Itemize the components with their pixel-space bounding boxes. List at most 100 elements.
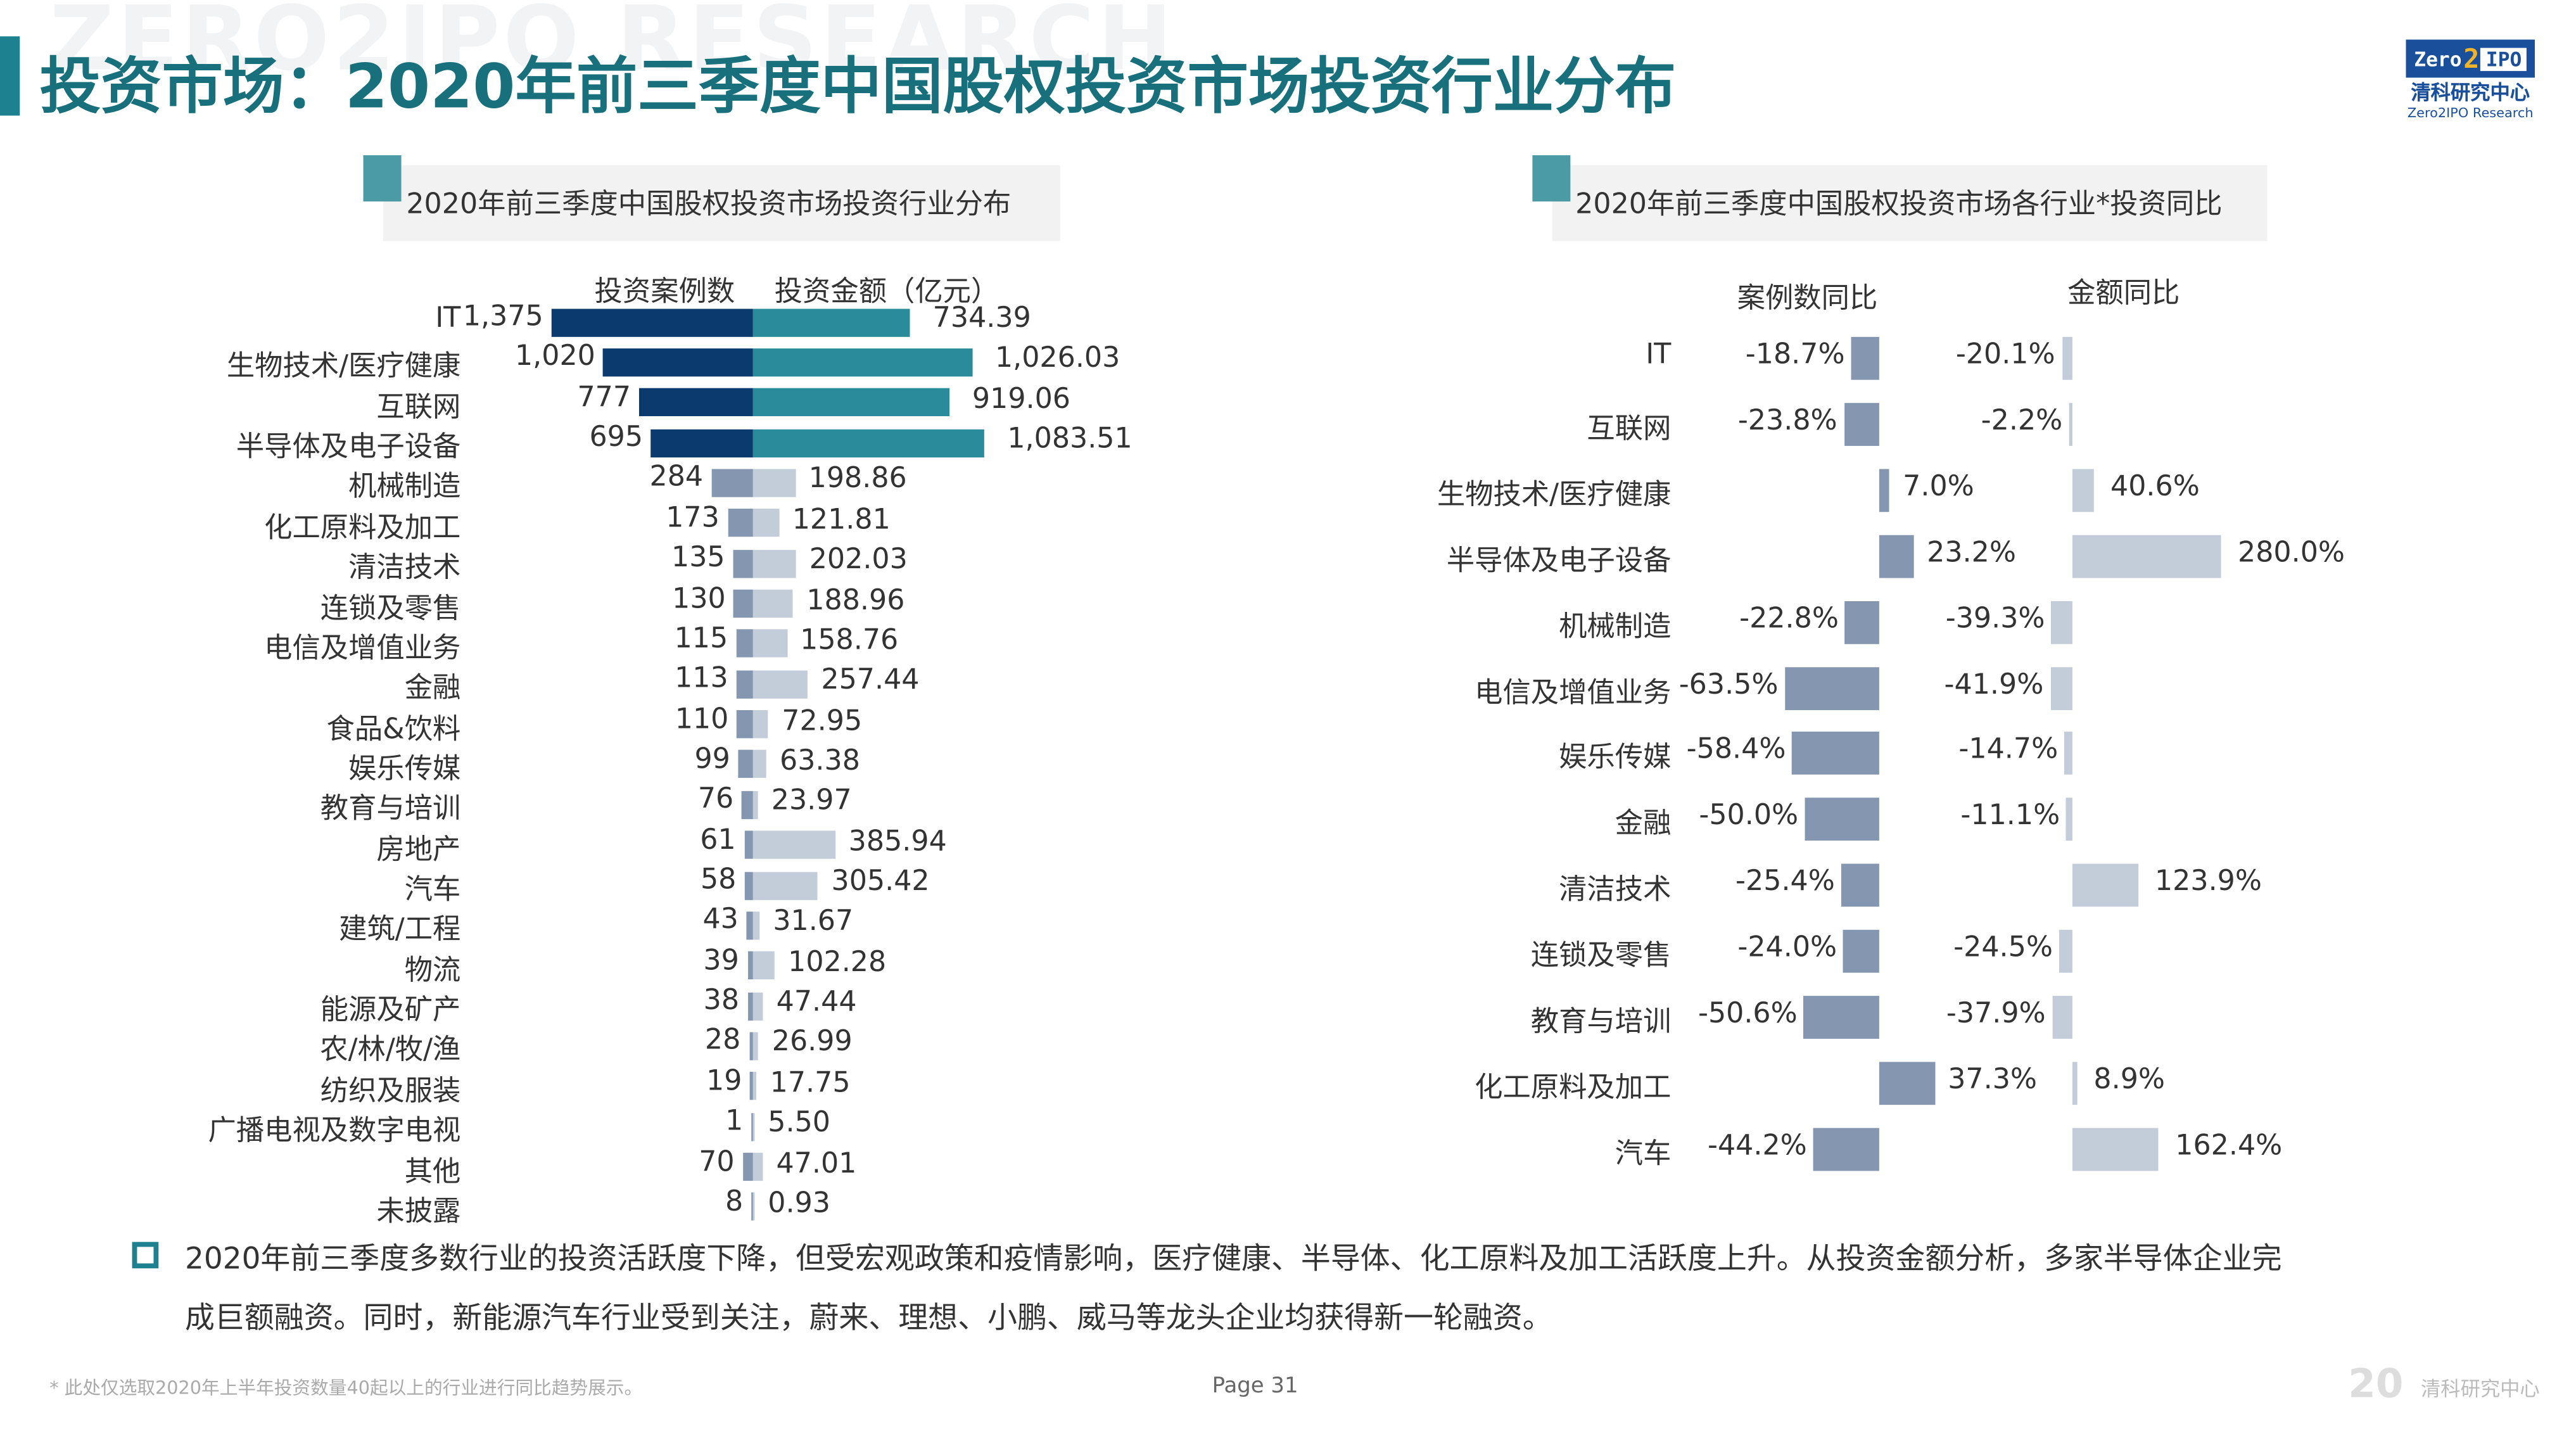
count-yoy-label: 37.3% [1948, 1063, 2038, 1097]
amount-bar [752, 549, 796, 578]
amount-yoy-bar [2072, 468, 2094, 512]
count-yoy-label: -23.8% [1737, 404, 1837, 438]
count-bar [639, 388, 753, 417]
right-chart-title: 2020年前三季度中国股权投资市场各行业*投资同比 [1552, 165, 2268, 241]
category-label: 互联网 [1587, 412, 1672, 446]
amount-bar [752, 871, 818, 900]
category-label: 能源及矿产 [320, 994, 461, 1027]
category-label: 建筑/工程 [339, 913, 461, 947]
count-bar [737, 710, 753, 739]
amount-label: 47.44 [776, 986, 857, 1019]
count-yoy-bar [1879, 468, 1890, 512]
amount-bar [752, 830, 835, 860]
amount-yoy-bar [2064, 732, 2072, 775]
category-label: IT [435, 302, 461, 336]
count-bar [651, 428, 753, 457]
count-label: 38 [703, 984, 740, 1018]
category-label: 连锁及零售 [320, 592, 461, 625]
anniversary-logo: 20 [2348, 1361, 2404, 1408]
amount-label: 257.44 [821, 664, 920, 697]
amount-yoy-bar [2066, 798, 2072, 841]
count-yoy-bar [1784, 666, 1879, 709]
count-yoy-bar [1805, 798, 1879, 841]
count-label: 110 [675, 703, 729, 736]
count-bar [747, 951, 753, 980]
category-label: 半导体及电子设备 [236, 431, 461, 464]
right-title-square [1532, 155, 1571, 202]
amount-label: 0.93 [768, 1187, 831, 1221]
category-label: 清洁技术 [348, 552, 461, 585]
count-label: 115 [674, 622, 728, 656]
count-bar [744, 830, 753, 860]
category-label: 清洁技术 [1559, 874, 1672, 907]
count-bar [738, 750, 753, 779]
count-bar [736, 670, 753, 699]
category-label: 食品&饮料 [326, 713, 461, 746]
count-yoy-bar [1851, 336, 1879, 380]
count-bar [749, 1032, 753, 1060]
category-label: 教育与培训 [320, 793, 461, 827]
count-label: 777 [577, 381, 631, 414]
amount-yoy-bar [2072, 1128, 2159, 1171]
count-label: 173 [666, 502, 720, 535]
right-header-amount: 金额同比 [2067, 277, 2180, 311]
summary-line-2: 成巨额融资。同时，新能源汽车行业受到关注，蔚来、理想、小鹏、威马等龙头企业均获得… [184, 1301, 1552, 1337]
footer-brand: 清科研究中心 [2421, 1377, 2540, 1401]
amount-yoy-bar [2059, 930, 2072, 973]
summary-line-1: 2020年前三季度多数行业的投资活跃度下降，但受宏观政策和疫情影响，医疗健康、半… [184, 1242, 2282, 1277]
amount-yoy-label: -14.7% [1958, 734, 2059, 767]
amount-bar [752, 1112, 755, 1141]
count-bar [742, 1152, 753, 1181]
category-label: 生物技术/医疗健康 [1437, 478, 1672, 512]
count-yoy-label: -44.2% [1707, 1129, 1807, 1162]
amount-label: 31.67 [773, 905, 854, 939]
amount-label: 121.81 [792, 503, 891, 537]
count-yoy-bar [1844, 402, 1879, 446]
amount-label: 198.86 [808, 463, 907, 497]
category-label: 娱乐传媒 [348, 753, 461, 786]
count-yoy-bar [1879, 1062, 1935, 1105]
amount-yoy-bar [2069, 402, 2072, 446]
count-label: 61 [700, 824, 736, 857]
count-yoy-label: -50.0% [1699, 799, 1799, 833]
count-label: 130 [672, 582, 726, 616]
count-yoy-bar [1813, 1128, 1879, 1171]
category-label: 房地产 [376, 833, 461, 867]
count-bar [733, 589, 753, 618]
amount-yoy-label: 123.9% [2154, 865, 2262, 899]
category-label: 电信及增值业务 [1475, 676, 1672, 709]
category-label: 其他 [404, 1155, 461, 1188]
category-label: 物流 [404, 954, 461, 988]
category-label: 电信及增值业务 [264, 632, 461, 666]
amount-yoy-bar [2050, 666, 2072, 709]
logo-ipo: IPO [2480, 47, 2527, 70]
logo-en: Zero2IPO Research [2407, 105, 2534, 121]
amount-bar [752, 1072, 757, 1101]
category-label: 金融 [1615, 808, 1672, 841]
count-yoy-bar [1804, 996, 1879, 1039]
count-label: 695 [589, 421, 644, 455]
count-yoy-bar [1792, 732, 1879, 775]
count-label: 99 [694, 743, 730, 777]
amount-label: 23.97 [771, 785, 852, 818]
amount-bar [752, 911, 760, 940]
count-label: 28 [704, 1024, 741, 1058]
amount-yoy-label: -20.1% [1955, 338, 2055, 372]
category-label: 纺织及服装 [320, 1074, 461, 1108]
amount-label: 202.03 [809, 544, 908, 577]
amount-bar [752, 750, 767, 779]
count-label: 76 [697, 783, 734, 817]
amount-label: 47.01 [776, 1147, 857, 1180]
count-yoy-label: -58.4% [1686, 734, 1786, 767]
amount-yoy-label: -39.3% [1945, 602, 2045, 635]
count-label: 70 [699, 1145, 735, 1179]
count-yoy-label: 23.2% [1927, 536, 2016, 569]
page-title: 投资市场：2020年前三季度中国股权投资市场投资行业分布 [39, 51, 1677, 122]
category-label: 广播电视及数字电视 [208, 1115, 461, 1148]
amount-bar [752, 428, 984, 457]
count-label: 1,375 [462, 300, 543, 334]
count-yoy-bar [1843, 930, 1879, 973]
category-label: 未披露 [376, 1195, 461, 1229]
amount-yoy-bar [2072, 1062, 2078, 1105]
category-label: 化工原料及加工 [264, 511, 461, 545]
